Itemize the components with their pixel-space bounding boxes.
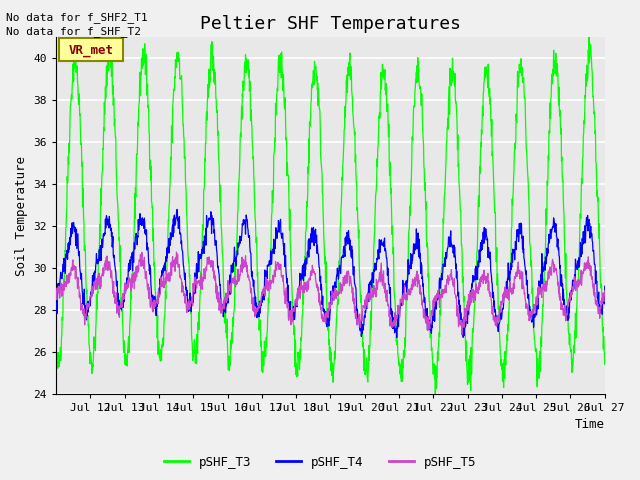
Text: No data for f_SHF2_T1: No data for f_SHF2_T1 [6, 12, 148, 23]
Y-axis label: Soil Temperature: Soil Temperature [15, 156, 28, 276]
Title: Peltier SHF Temperatures: Peltier SHF Temperatures [200, 15, 461, 33]
Legend: pSHF_T3, pSHF_T4, pSHF_T5: pSHF_T3, pSHF_T4, pSHF_T5 [159, 451, 481, 474]
Text: VR_met: VR_met [68, 44, 114, 57]
Text: No data for f_SHF_T2: No data for f_SHF_T2 [6, 26, 141, 37]
X-axis label: Time: Time [575, 419, 605, 432]
